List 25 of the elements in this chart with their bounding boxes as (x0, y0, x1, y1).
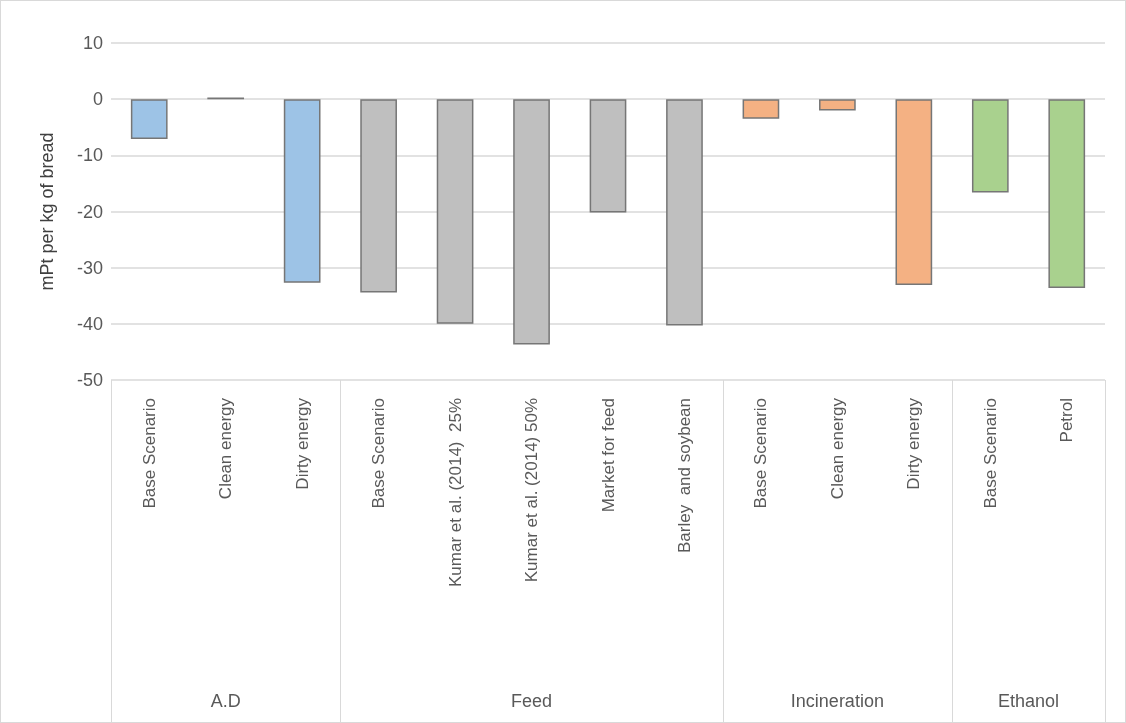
x-tick-label: Dirty energy (292, 397, 312, 490)
x-tick-label: Base Scenario (751, 398, 771, 509)
x-tick-label: Base Scenario (369, 398, 389, 509)
x-tick-label: Petrol (1057, 398, 1077, 443)
text: Ethanol (998, 691, 1060, 712)
y-tick-label: -40 (76, 313, 103, 334)
y-axis-title: mPt per kg of bread (37, 132, 57, 291)
x-tick-label: Base Scenario (980, 398, 1000, 509)
y-tick-label: 10 (82, 33, 103, 53)
y-tick-label: 0 (92, 89, 103, 110)
x-tick-label: Barley and soybean (674, 398, 694, 553)
x-tick-label: Kumar et al. (2014) 50% (522, 398, 542, 583)
x-tick-label: Clean energy (827, 397, 847, 500)
x-tick-label: Clean energy (216, 397, 236, 500)
text: Incineration (790, 691, 884, 712)
text: A.D (210, 691, 241, 712)
y-tick-label: -50 (76, 370, 103, 390)
x-tick-label: Dirty energy (904, 397, 924, 490)
x-tick-label: Base Scenario (139, 398, 159, 509)
y-tick-label: -30 (76, 257, 103, 278)
x-tick-label: Kumar et al. (2014) 25% (445, 398, 465, 587)
y-tick-label: -10 (76, 145, 103, 166)
x-tick-label: Market for feed (598, 398, 618, 513)
y-tick-label: -20 (76, 201, 103, 222)
text: Feed (511, 691, 553, 712)
